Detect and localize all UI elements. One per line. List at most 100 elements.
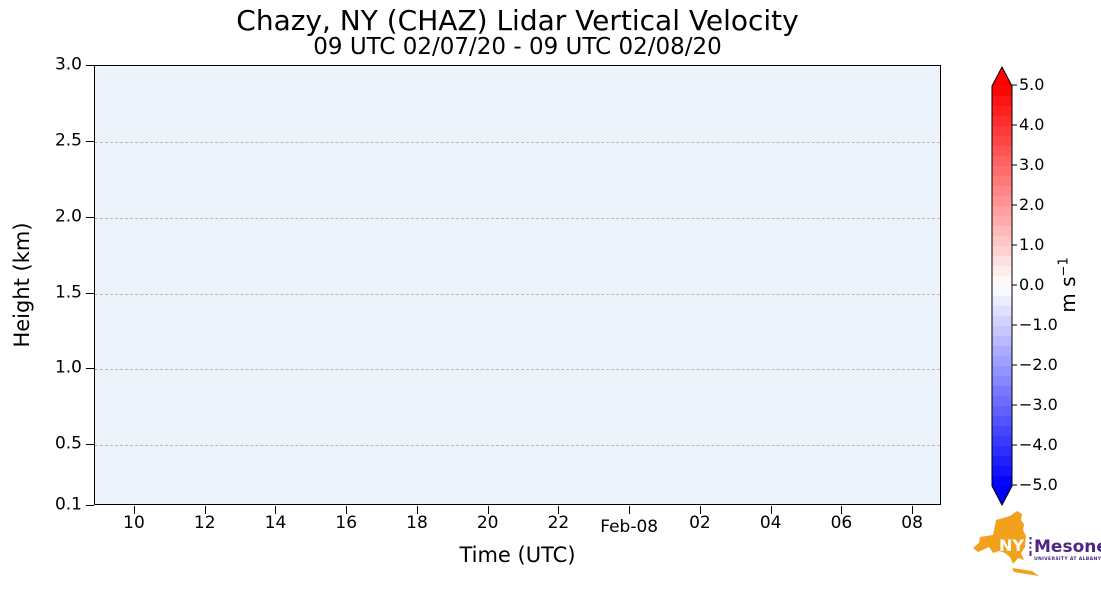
colorbar-tick-label-4.0: 4.0 bbox=[1019, 115, 1045, 134]
y-tick-label-2.0: 2.0 bbox=[54, 206, 82, 227]
colorbar-segment bbox=[992, 316, 1012, 327]
x-tick-mark-08 bbox=[912, 506, 914, 514]
x-tick-label-16: 16 bbox=[335, 513, 358, 533]
x-tick-mark-16 bbox=[346, 506, 348, 514]
colorbar-segment bbox=[992, 406, 1012, 417]
colorbar-segment bbox=[992, 246, 1012, 257]
gridline-y-1.0 bbox=[95, 369, 940, 371]
colorbar-tick-label-2.0: 2.0 bbox=[1019, 195, 1045, 214]
x-tick-mark-Feb-08 bbox=[629, 506, 631, 514]
colorbar-segment bbox=[992, 146, 1012, 157]
colorbar-segment bbox=[992, 396, 1012, 407]
y-tick-label-3.0: 3.0 bbox=[54, 54, 82, 75]
x-tick-mark-18 bbox=[416, 506, 418, 514]
gridline-y-1.5 bbox=[95, 293, 940, 295]
x-tick-label-10: 10 bbox=[123, 513, 145, 533]
colorbar-tick-label-−3.0: −3.0 bbox=[1019, 395, 1058, 414]
colorbar-segment bbox=[992, 216, 1012, 227]
y-tick-mark-3.0 bbox=[86, 65, 94, 66]
colorbar-segment bbox=[992, 326, 1012, 337]
gridline-y-0.5 bbox=[95, 445, 940, 447]
colorbar-segment bbox=[992, 266, 1012, 277]
x-tick-mark-22 bbox=[558, 506, 560, 514]
x-tick-label-14: 14 bbox=[264, 513, 287, 533]
colorbar-tick-label-0.0: 0.0 bbox=[1019, 275, 1045, 294]
y-tick-label-0.1: 0.1 bbox=[54, 494, 82, 515]
y-tick-mark-0.5 bbox=[86, 444, 94, 446]
x-tick-label-12: 12 bbox=[193, 513, 216, 533]
x-tick-mark-14 bbox=[275, 506, 277, 514]
colorbar-segment bbox=[992, 176, 1012, 187]
colorbar-segment bbox=[992, 366, 1012, 377]
colorbar-ticks bbox=[1012, 84, 1017, 486]
y-tick-mark-1.0 bbox=[86, 368, 94, 370]
y-tick-mark-2.0 bbox=[86, 216, 94, 218]
colorbar-segment bbox=[992, 416, 1012, 427]
colorbar-segment bbox=[992, 106, 1012, 117]
logo-separator bbox=[1029, 537, 1032, 556]
ny-state-shape-icon bbox=[973, 511, 1026, 564]
colorbar-segment bbox=[992, 306, 1012, 317]
colorbar-segment bbox=[992, 156, 1012, 167]
colorbar-outline bbox=[991, 66, 1013, 507]
colorbar-unit-label: m s−1 bbox=[1056, 257, 1080, 312]
colorbar-segment bbox=[992, 386, 1012, 397]
colorbar-segment bbox=[992, 426, 1012, 437]
colorbar-segment bbox=[992, 336, 1012, 347]
colorbar-segment bbox=[992, 436, 1012, 447]
colorbar-segment bbox=[992, 186, 1012, 197]
colorbar-tick-label-5.0: 5.0 bbox=[1019, 75, 1045, 94]
colorbar-tick-label-−1.0: −1.0 bbox=[1019, 315, 1058, 334]
colorbar-segment bbox=[992, 346, 1012, 357]
colorbar-segment bbox=[992, 116, 1012, 127]
colorbar-tick-label-−2.0: −2.0 bbox=[1019, 355, 1058, 374]
y-tick-mark-2.5 bbox=[86, 140, 94, 142]
colorbar-segment bbox=[992, 376, 1012, 387]
x-tick-label-Feb-08: Feb-08 bbox=[600, 517, 659, 537]
x-tick-mark-20 bbox=[487, 506, 489, 514]
long-island-shape-icon bbox=[1012, 568, 1039, 576]
nys-mesonet-logo: NYS Mesonet UNIVERSITY AT ALBANY bbox=[973, 511, 1101, 576]
colorbar-segment bbox=[992, 466, 1012, 477]
x-tick-label-18: 18 bbox=[406, 513, 428, 533]
colorbar-segment bbox=[992, 206, 1012, 217]
logo-name-text: Mesonet bbox=[1034, 537, 1101, 557]
plot-area bbox=[94, 65, 941, 505]
logo-abbr-text: NYS bbox=[999, 536, 1036, 555]
colorbar-tick-label-−4.0: −4.0 bbox=[1019, 435, 1058, 454]
x-tick-label-04: 04 bbox=[759, 513, 782, 533]
colorbar-segment bbox=[992, 286, 1012, 297]
colorbar-segment bbox=[992, 256, 1012, 267]
x-tick-label-20: 20 bbox=[476, 513, 499, 533]
colorbar-extend-min bbox=[992, 486, 1012, 505]
colorbar-segment bbox=[992, 166, 1012, 177]
chart-subtitle: 09 UTC 02/07/20 - 09 UTC 02/08/20 bbox=[313, 34, 722, 60]
colorbar-extend-max bbox=[992, 67, 1012, 86]
y-tick-label-2.5: 2.5 bbox=[54, 130, 82, 151]
colorbar-segment bbox=[992, 276, 1012, 287]
colorbar-segment bbox=[992, 126, 1012, 137]
colorbar-unit-exponent: −1 bbox=[1056, 257, 1072, 277]
colorbar-unit-base: m s bbox=[1056, 276, 1080, 313]
colorbar-segment bbox=[992, 356, 1012, 367]
logo-tagline-text: UNIVERSITY AT ALBANY bbox=[1034, 556, 1101, 562]
y-tick-label-1.0: 1.0 bbox=[54, 357, 82, 378]
x-tick-label-22: 22 bbox=[547, 513, 570, 533]
colorbar-segment bbox=[992, 296, 1012, 307]
y-tick-label-0.5: 0.5 bbox=[54, 433, 82, 454]
x-tick-mark-10 bbox=[134, 506, 135, 514]
x-tick-label-06: 06 bbox=[830, 513, 853, 533]
colorbar-segment bbox=[992, 456, 1012, 467]
y-tick-mark-1.5 bbox=[86, 292, 94, 294]
colorbar-segment bbox=[992, 236, 1012, 247]
colorbar-segment bbox=[992, 96, 1012, 107]
x-tick-mark-12 bbox=[204, 506, 206, 514]
x-tick-mark-02 bbox=[699, 506, 701, 514]
y-tick-mark-0.1 bbox=[86, 504, 94, 506]
colorbar bbox=[991, 66, 1017, 507]
colorbar-segment bbox=[992, 86, 1012, 97]
colorbar-tick-label-−5.0: −5.0 bbox=[1019, 475, 1058, 494]
colorbar-segment bbox=[992, 136, 1012, 147]
colorbar-segment bbox=[992, 196, 1012, 207]
